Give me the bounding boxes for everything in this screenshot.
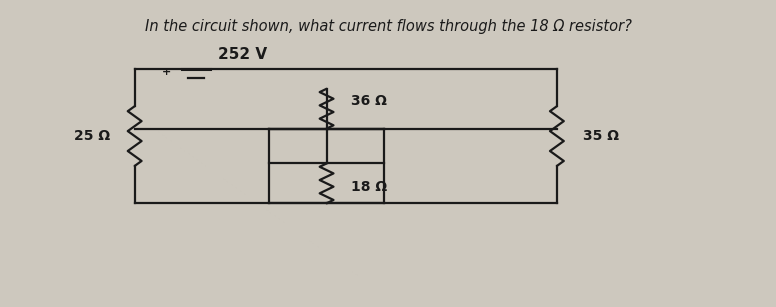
Text: 36 Ω: 36 Ω bbox=[351, 94, 386, 108]
Text: 252 V: 252 V bbox=[217, 48, 267, 62]
Text: In the circuit shown, what current flows through the 18 Ω resistor?: In the circuit shown, what current flows… bbox=[144, 19, 632, 34]
Text: 35 Ω: 35 Ω bbox=[584, 129, 619, 143]
Text: +: + bbox=[162, 67, 171, 77]
Text: 25 Ω: 25 Ω bbox=[74, 129, 110, 143]
Text: 18 Ω: 18 Ω bbox=[351, 180, 387, 194]
